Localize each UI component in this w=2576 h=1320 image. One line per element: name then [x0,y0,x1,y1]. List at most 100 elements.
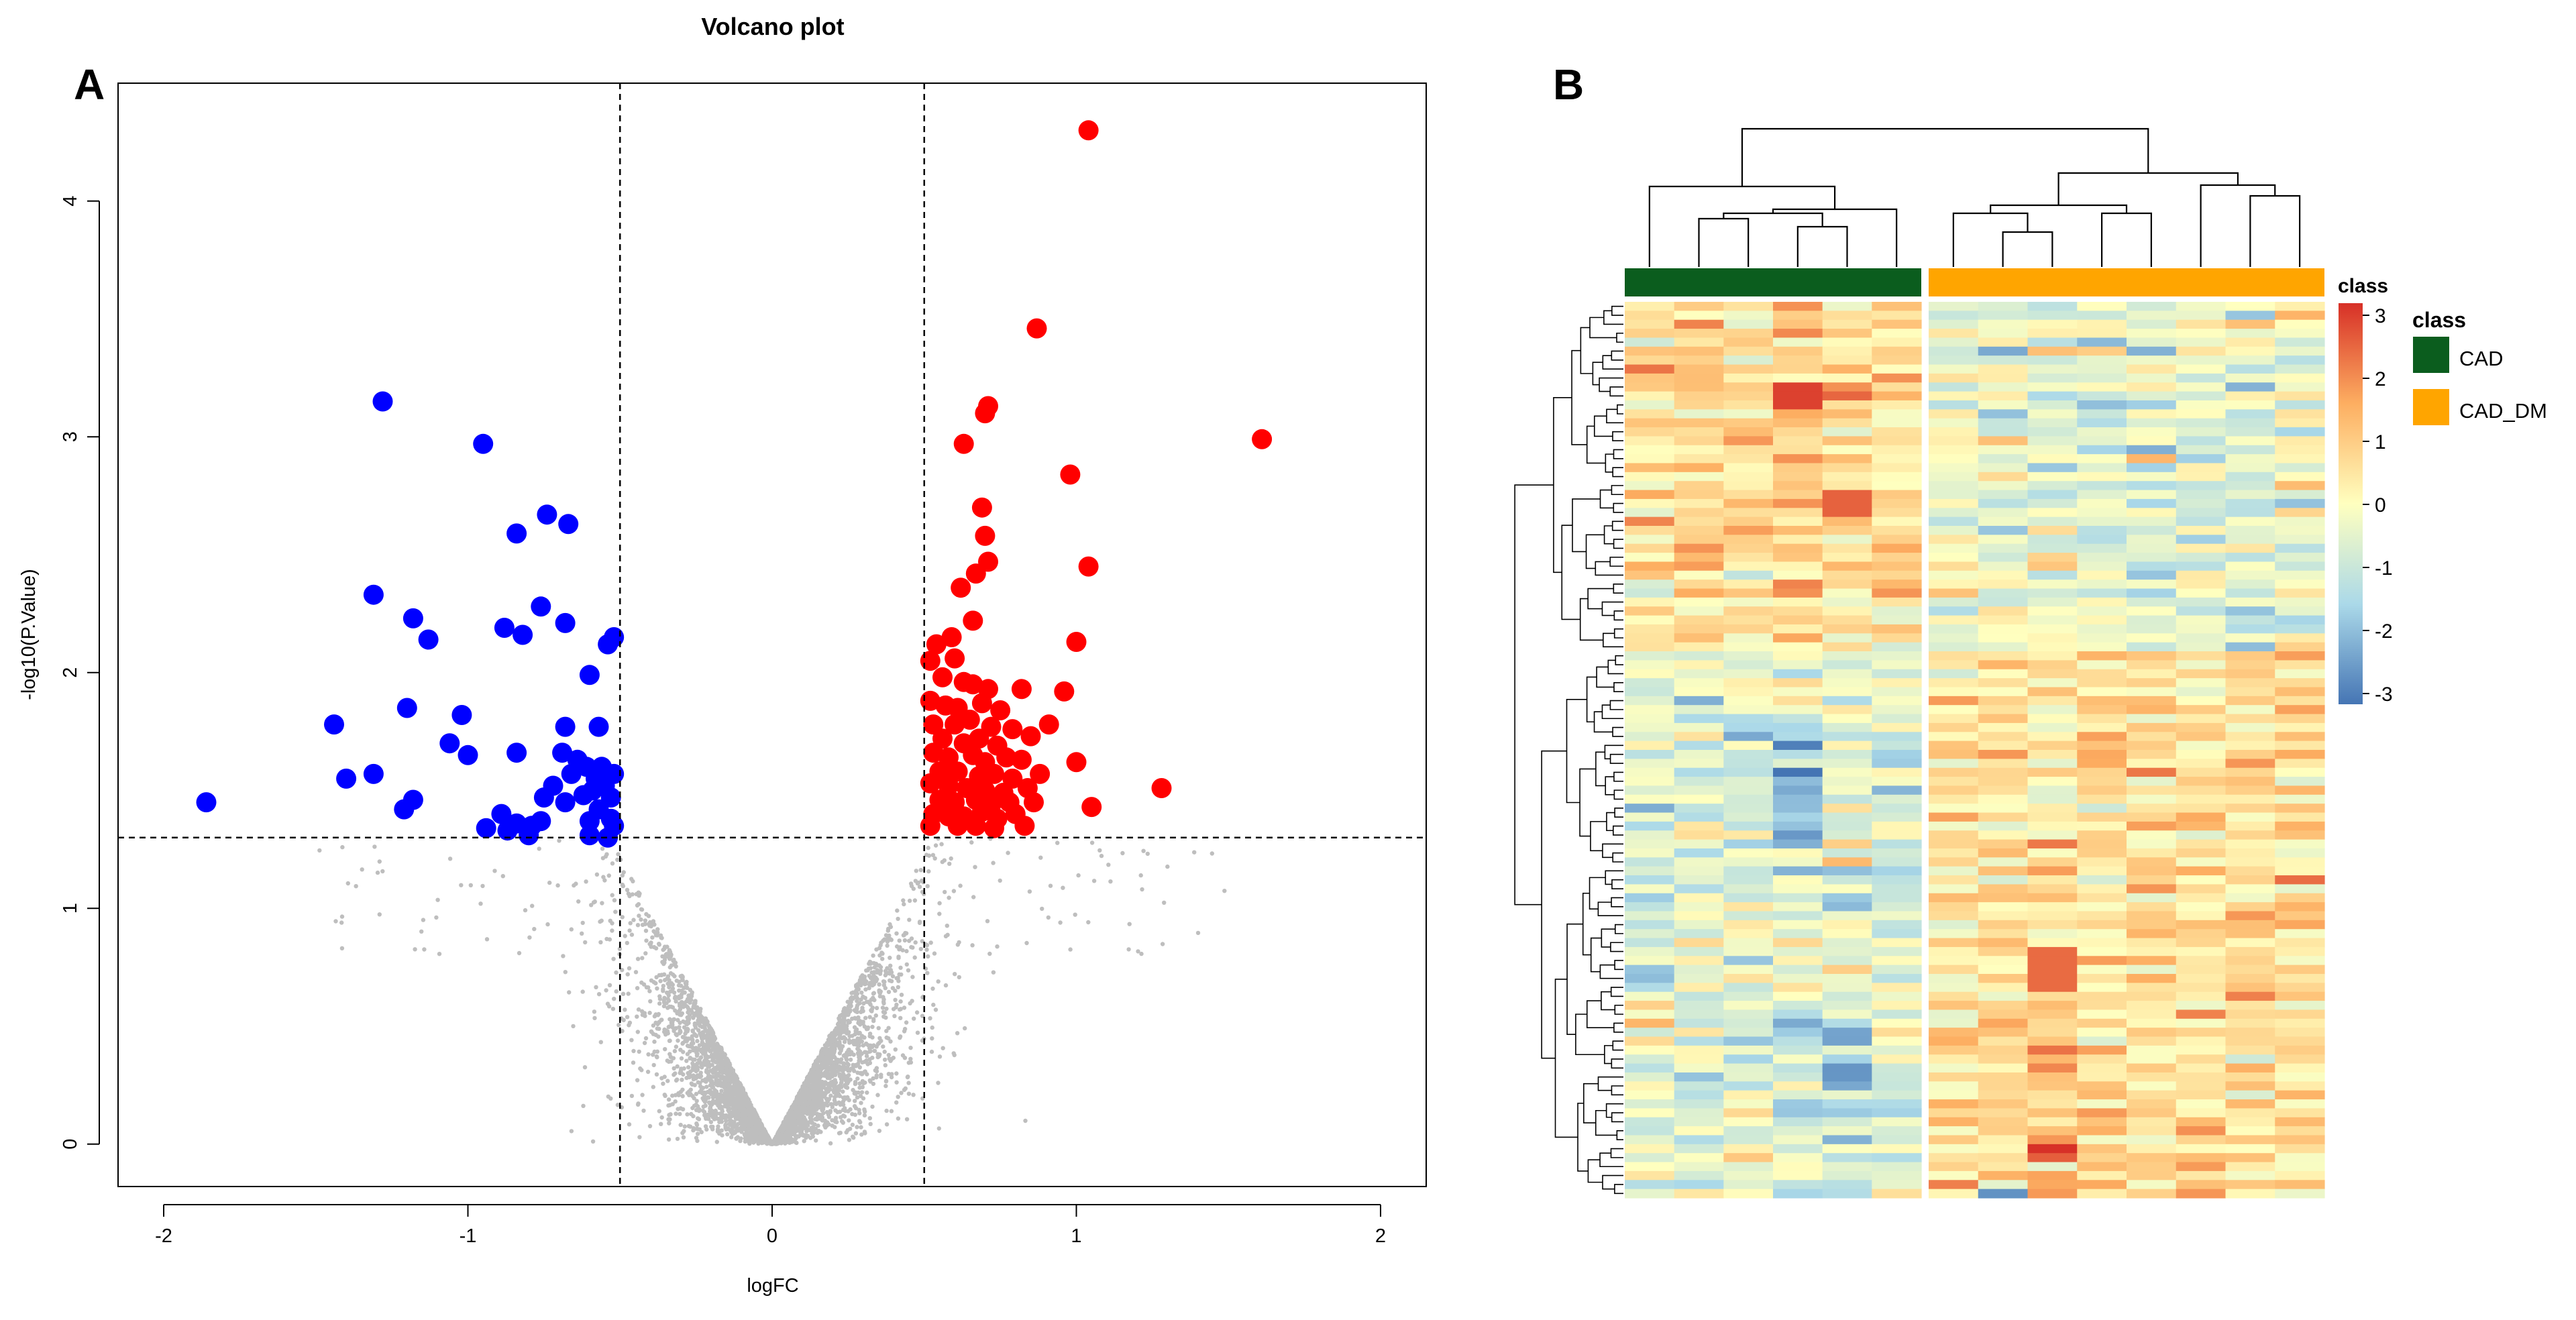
row-dendrogram-branch [1601,704,1623,720]
ns-point [802,1139,806,1144]
ns-point [1136,949,1140,954]
ns-point [851,1062,855,1068]
heatmap-cell [1723,418,1774,428]
up-regulated-point [990,700,1011,720]
ns-point [926,954,930,959]
heatmap-cell [1625,553,1675,563]
ns-point [625,887,630,893]
ns-point [682,1124,687,1129]
ns-point [480,883,485,889]
heatmap-cell [2275,535,2325,545]
row-dendrogram-branch [1597,901,1623,916]
heatmap-cell [1822,329,1872,339]
heatmap-cell [1872,561,1922,571]
heatmap-cell [2275,346,2325,356]
heatmap-cell [1822,472,1872,482]
ns-point [612,997,616,1001]
ns-point [610,1007,616,1011]
heatmap-cell [2176,355,2226,366]
ns-point [655,986,659,991]
ns-point [615,857,620,863]
heatmap-cell [1625,409,1675,419]
ns-point [435,897,440,902]
up-regulated-point [959,710,980,730]
ns-point [757,1117,761,1123]
ns-point [842,1015,847,1020]
heatmap-cell [2027,543,2078,553]
heatmap-cell [2127,436,2177,446]
ns-point [629,1093,635,1099]
ns-point [739,1130,744,1134]
heatmap-cell [2176,526,2226,535]
ns-point [963,1026,967,1031]
ns-point [910,999,914,1003]
heatmap-cell [1773,463,1823,473]
heatmap-cell [1773,311,1823,321]
heatmap-cell [2275,526,2325,535]
up-regulated-point [932,667,953,688]
ns-point [909,936,914,941]
y-tick-label: 1 [60,903,81,914]
heatmap-cell [2225,391,2275,401]
ns-point [906,968,911,973]
row-dendrogram-branch [1613,502,1623,513]
ns-point [659,1121,663,1127]
ns-point [819,1098,824,1103]
ns-point [654,975,659,980]
heatmap-cell [2027,472,2078,482]
ns-point [848,1057,853,1062]
ns-point [906,1091,912,1096]
ns-point [673,1093,678,1097]
ns-point [871,953,875,958]
ns-point [654,1054,659,1059]
ns-point [970,943,975,948]
ns-point [794,1105,799,1110]
row-dendrogram-branch [1589,877,1606,910]
ns-point [918,868,923,873]
ns-point [820,1107,826,1112]
heatmap-cell [2275,445,2325,455]
ns-point [862,977,867,981]
ns-point [653,930,658,935]
heatmap-cell [2176,553,2226,563]
ns-point [625,972,630,977]
ns-point [896,916,900,922]
ns-point [881,979,886,984]
threshold-lines [118,83,1426,1187]
ns-point [596,992,602,997]
ns-point [651,1023,656,1028]
heatmap-cell [1822,373,1872,383]
row-dendrogram-branch [1611,520,1623,531]
ns-point [936,979,941,984]
heatmap-cell [1625,319,1675,329]
ns-point [1165,864,1170,869]
ns-point [839,1079,844,1085]
heatmap-cell [1929,535,1979,545]
ns-point [917,920,922,926]
ns-point [736,1109,741,1115]
up-regulated-point [1078,556,1099,577]
ns-point [567,990,572,995]
up-regulated-point [941,627,962,647]
down-regulated-point [537,504,557,525]
ns-point [888,924,894,930]
ns-point [847,1030,851,1035]
ns-point [666,1117,671,1122]
ns-point [895,908,900,913]
ns-point [1106,863,1111,867]
ns-point [635,1030,640,1034]
ns-point [893,997,898,1003]
ns-point [859,1132,864,1137]
heatmap-cell [2225,526,2275,535]
x-tick-label: 2 [1375,1225,1386,1247]
ns-point [716,1093,721,1097]
ns-point [631,879,635,884]
row-dendrogram-branch [1590,821,1607,852]
ns-point [711,1069,716,1074]
ns-point [904,931,909,936]
ns-point [678,1106,683,1111]
down-regulated-point [604,816,625,836]
ns-point [696,1028,701,1033]
heatmap-cell [2027,329,2078,339]
ns-point [871,1043,876,1048]
